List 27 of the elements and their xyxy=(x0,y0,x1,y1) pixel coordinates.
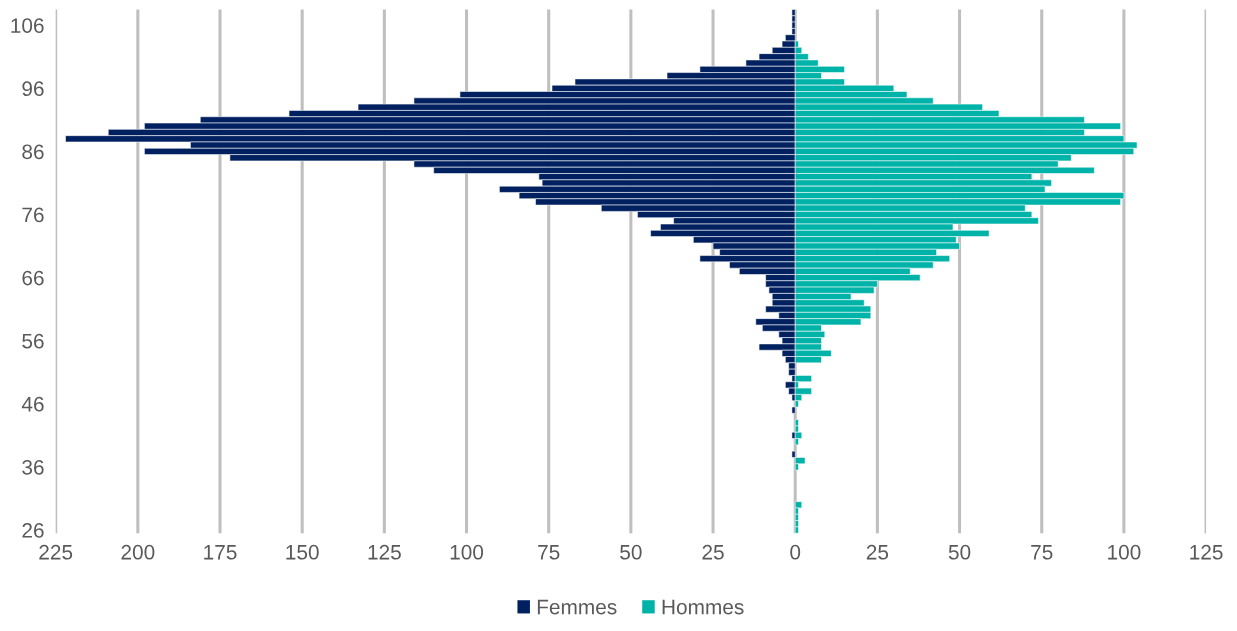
x-tick-label: 150 xyxy=(286,544,319,560)
y-tick-label: 36 xyxy=(22,459,44,475)
y-tick-label: 96 xyxy=(22,81,44,97)
legend-label: Femmes xyxy=(537,599,617,615)
x-tick-label: 225 xyxy=(39,544,73,560)
y-tick-label: 106 xyxy=(11,18,44,33)
x-tick-label: 100 xyxy=(450,544,484,560)
x-tick-label: 25 xyxy=(866,544,889,560)
bar xyxy=(791,9,796,17)
x-tick-label: 25 xyxy=(702,544,724,560)
x-tick-label: 50 xyxy=(948,544,971,560)
y-tick-label: 66 xyxy=(22,270,44,286)
x-tick-label: 175 xyxy=(204,545,237,560)
x-tick-label: 100 xyxy=(1108,544,1141,560)
y-tick-label: 76 xyxy=(22,207,44,223)
legend-label: Hommes xyxy=(662,599,744,615)
y-tick-label: 46 xyxy=(21,396,44,412)
x-tick-label: 50 xyxy=(620,544,642,560)
x-tick-label: 125 xyxy=(368,544,401,560)
y-tick-label: 26 xyxy=(22,523,44,538)
y-tick-label: 56 xyxy=(22,333,44,349)
x-tick-label: 0 xyxy=(790,544,801,560)
x-tick-label: 75 xyxy=(538,545,560,560)
y-tick-label: 86 xyxy=(22,144,44,160)
x-tick-label: 75 xyxy=(1031,545,1053,560)
x-tick-label: 200 xyxy=(121,544,155,560)
x-tick-label: 125 xyxy=(1190,544,1223,560)
